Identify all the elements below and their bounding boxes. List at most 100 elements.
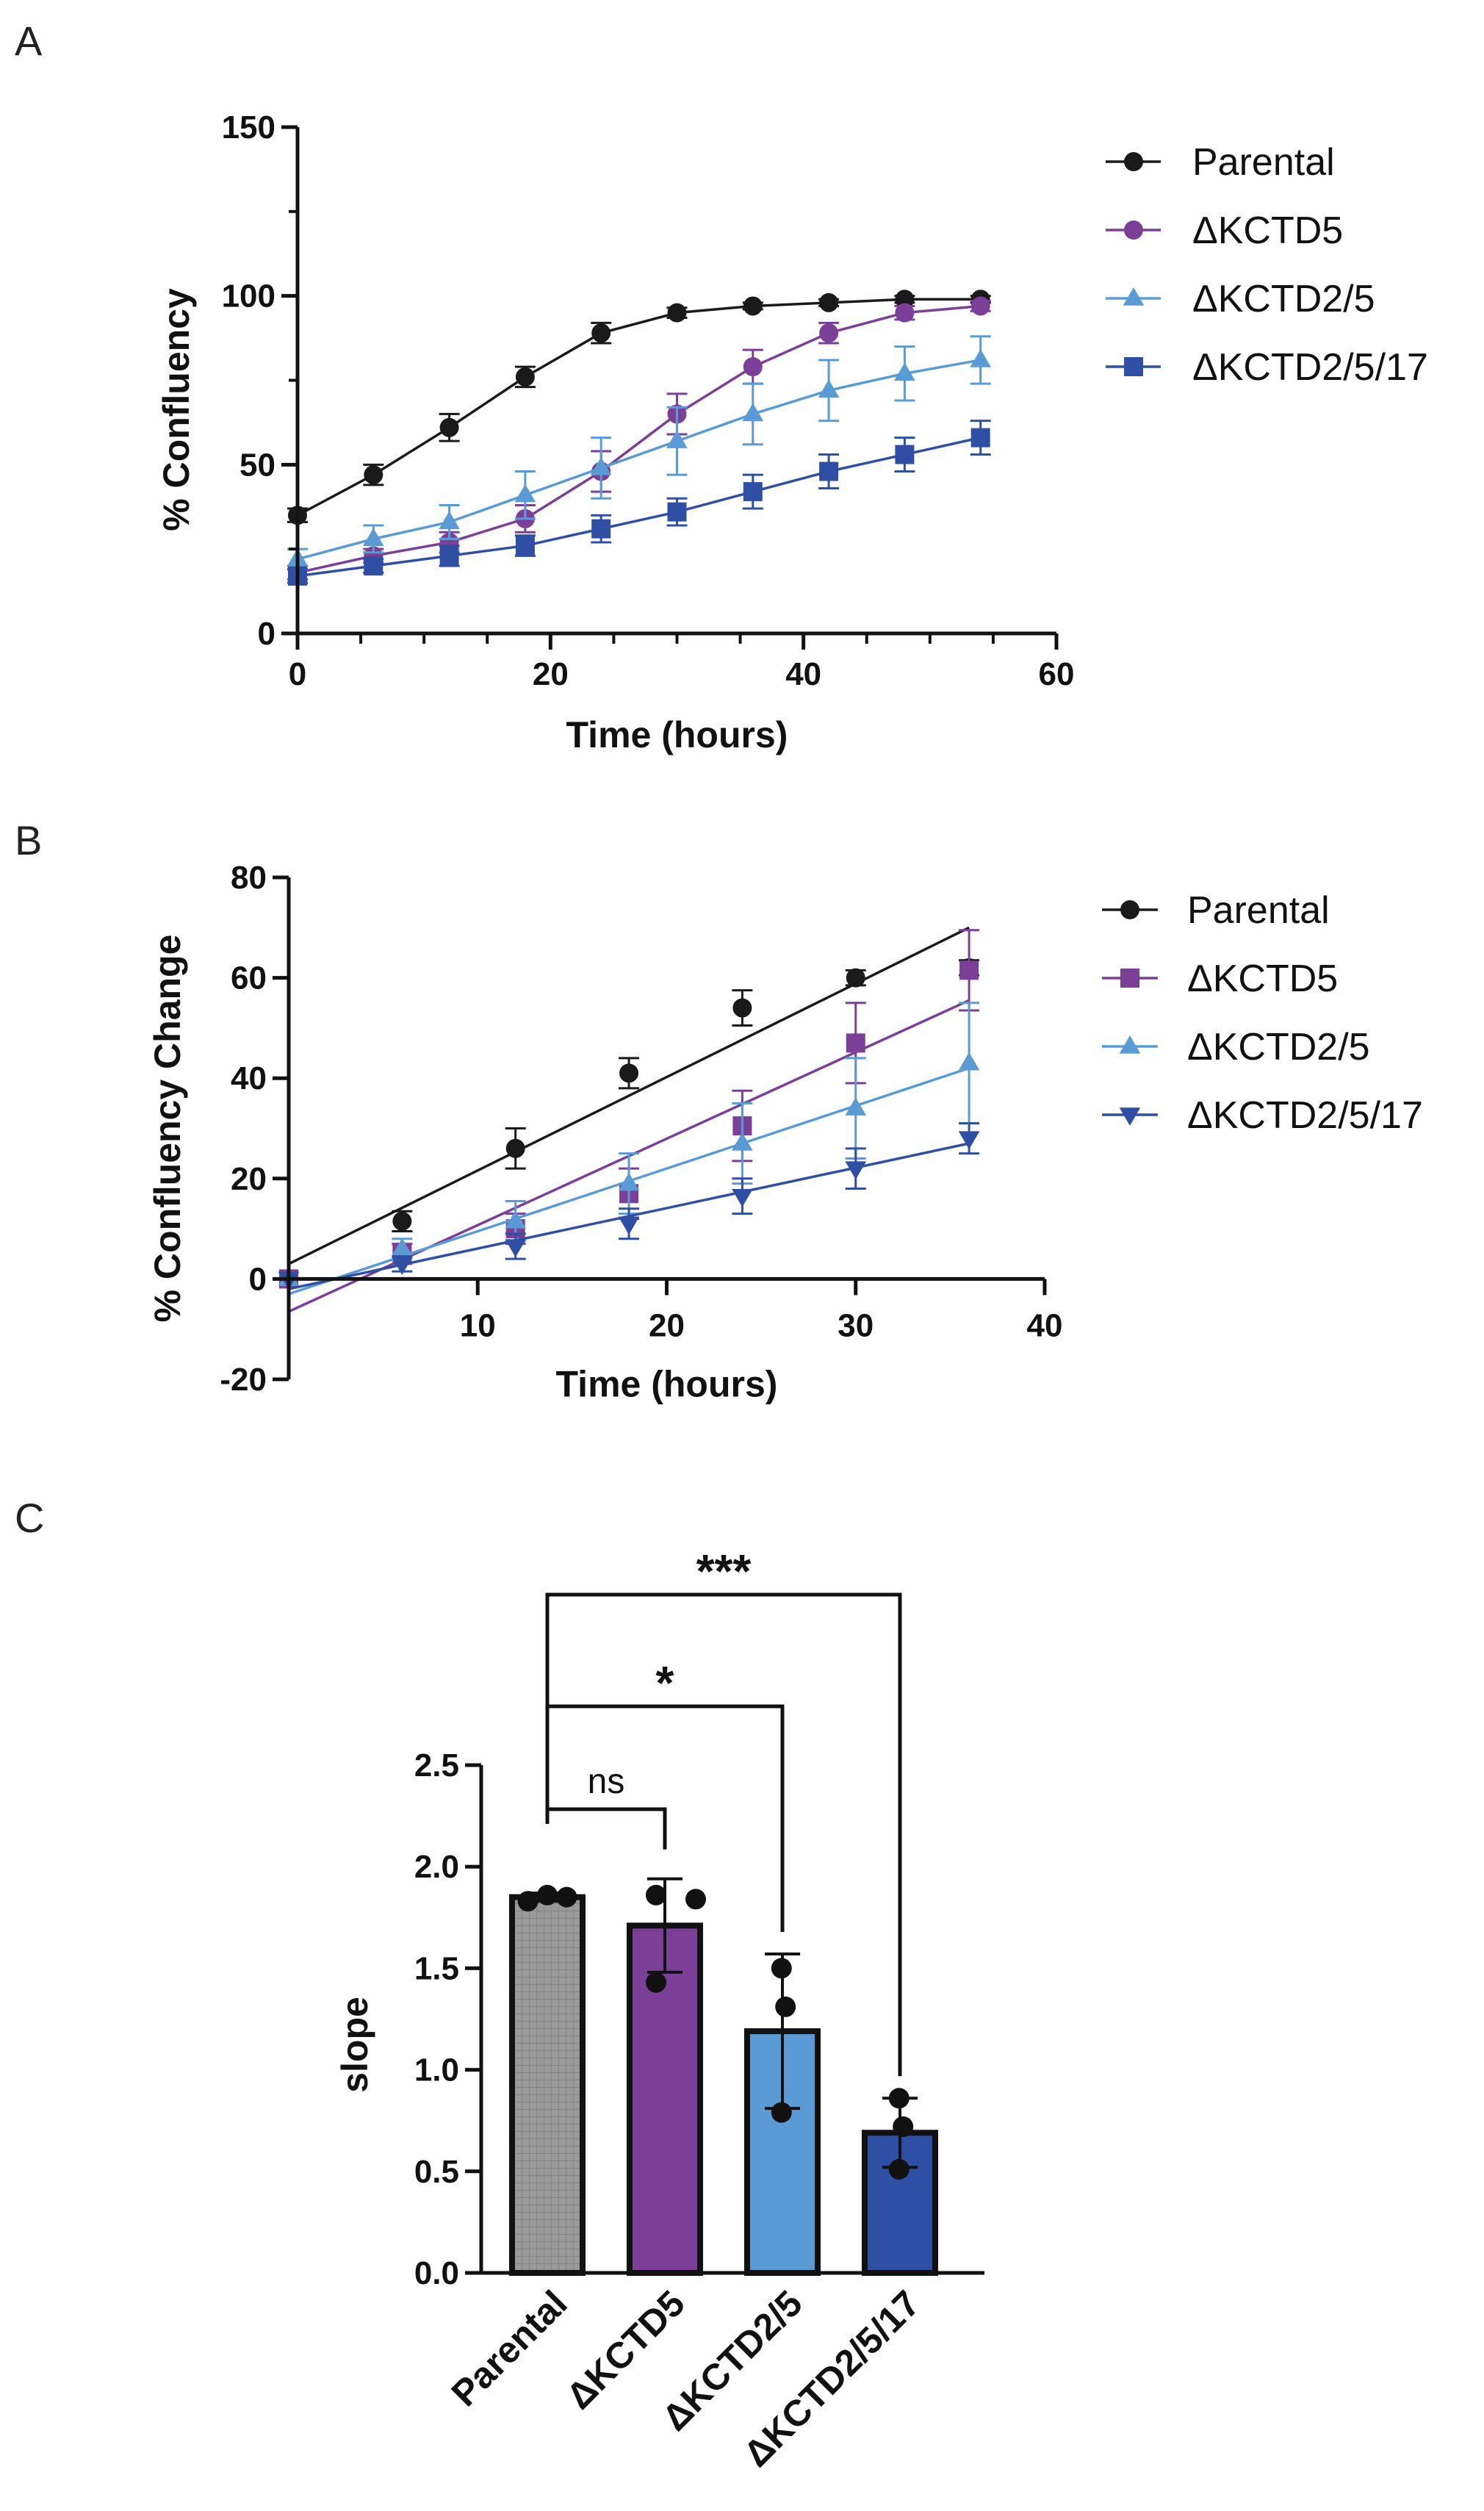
panel-a-point-parental <box>819 292 839 312</box>
panel-c-data-point <box>888 2088 910 2109</box>
panel-a-x-tick-label: 20 <box>533 656 569 692</box>
panel-a-point-kctd5 <box>743 357 763 377</box>
panel-b-series-kctd5 <box>279 929 980 1313</box>
panel-b-point-kctd2517 <box>505 1239 526 1257</box>
significance-label: ns <box>588 1762 625 1801</box>
panel-b-y-tick-label: -20 <box>220 1362 267 1398</box>
panel-a-point-kctd2517 <box>895 445 915 464</box>
panel-a-point-kctd25 <box>970 348 991 367</box>
panel-b-series-kctd25 <box>278 1002 980 1296</box>
panel-a-x-axis-title: Time (hours) <box>566 714 788 755</box>
panel-b-point-kctd2517 <box>958 1131 980 1150</box>
panel-a-point-kctd2517 <box>515 536 535 556</box>
panel-b-legend-item-kctd25: ΔKCTD2/5 <box>1102 1026 1370 1068</box>
panel-b-x-axis-title: Time (hours) <box>556 1363 778 1404</box>
panel-b-x-tick-label: 40 <box>1027 1307 1063 1343</box>
panel-a-point-kctd25 <box>894 362 915 381</box>
panel-b-point-parental <box>846 968 865 988</box>
legend-marker <box>1124 220 1143 240</box>
panel-a-x-tick-label: 0 <box>289 656 306 692</box>
panel-c-bar-group-0: Parental <box>444 1884 586 2414</box>
panel-c-data-point <box>771 1958 792 1979</box>
panel-a-line-parental <box>297 298 981 517</box>
panel-b-point-parental <box>392 1211 412 1231</box>
panel-b-y-tick-label: 60 <box>231 960 267 996</box>
panel-a-point-kctd25 <box>514 484 536 503</box>
panel-b-series-kctd2517 <box>278 1122 980 1290</box>
legend-label: ΔKCTD2/5/17 <box>1187 1094 1423 1137</box>
panel-c-significance-bracket-2: *** <box>545 1545 902 2077</box>
panel-b-point-kctd5 <box>959 960 979 980</box>
panel-a-y-tick-label: 150 <box>222 109 275 146</box>
legend-marker <box>1119 1035 1141 1054</box>
panel-a-point-kctd25 <box>439 511 460 530</box>
panel-a-x-tick-label: 40 <box>785 656 821 692</box>
significance-label: *** <box>696 1545 752 1598</box>
panel-a-series-parental <box>287 290 991 525</box>
panel-b-point-kctd25 <box>958 1052 980 1071</box>
panel-a-point-parental <box>895 290 915 309</box>
panel-a-point-kctd25 <box>666 430 688 448</box>
legend-marker <box>1124 357 1143 376</box>
panel-a-y-tick-label: 0 <box>258 616 275 652</box>
panel-a-point-parental <box>743 296 763 316</box>
panel-c-y-tick-label: 1.5 <box>414 1950 459 1986</box>
panel-a-point-parental <box>439 417 459 437</box>
panel-c-data-point <box>771 2102 792 2123</box>
legend-label: Parental <box>1187 889 1330 932</box>
panel-b-point-parental <box>505 1138 525 1158</box>
panel-a-line-kctd25 <box>297 359 981 561</box>
panel-c-data-point <box>888 2159 910 2180</box>
panel-c-y-tick-label: 1.0 <box>414 2052 459 2088</box>
panel-a-y-tick-label: 50 <box>239 447 275 483</box>
legend-label: ΔKCTD5 <box>1187 958 1338 1000</box>
panel-b-point-kctd25 <box>845 1097 867 1116</box>
legend-label: ΔKCTD2/5 <box>1187 1026 1370 1068</box>
panel-a-point-kctd25 <box>742 403 764 422</box>
legend-marker <box>1124 152 1143 171</box>
panel-b-point-parental <box>619 1063 639 1083</box>
legend-marker <box>1119 1107 1141 1126</box>
panel-a-point-parental <box>591 323 611 343</box>
panel-c-y-tick-label: 2.0 <box>414 1849 459 1885</box>
panel-a-line-kctd2517 <box>297 436 981 578</box>
panel-a-point-parental <box>515 367 535 387</box>
panel-b-point-kctd2517 <box>732 1188 753 1207</box>
panel-a-point-parental <box>667 303 687 323</box>
legend-label: ΔKCTD5 <box>1192 209 1343 252</box>
panel-b-y-axis-title: % Confluency Change <box>147 935 188 1323</box>
panel-a-y-tick-label: 100 <box>222 279 275 315</box>
panel-label-c: C <box>15 1495 44 1541</box>
panel-c-y-tick-label: 0.0 <box>414 2255 459 2291</box>
panel-a-legend-item-kctd2517: ΔKCTD2/5/17 <box>1106 346 1428 389</box>
panel-c-data-point <box>775 1996 796 2017</box>
panel-a-point-kctd2517 <box>819 461 839 481</box>
panel-a-legend-item-kctd5: ΔKCTD5 <box>1106 209 1343 252</box>
panel-a-point-kctd5 <box>819 323 839 343</box>
panel-a-point-kctd5 <box>895 303 915 323</box>
panel-c-data-point <box>556 1886 577 1908</box>
panel-c-significance-bracket-0: ns <box>545 1762 667 1850</box>
panel-c-data-point <box>646 1972 666 1993</box>
panel-c-bar-parental_bar <box>509 1894 586 2276</box>
significance-label: * <box>656 1656 674 1709</box>
panel-b-point-kctd25 <box>505 1210 526 1229</box>
panel-c-data-point <box>517 1891 539 1912</box>
panel-b-y-tick-label: 20 <box>231 1161 267 1197</box>
panel-a-x-tick-label: 60 <box>1039 656 1075 692</box>
panel-b-point-kctd5 <box>846 1033 865 1053</box>
panel-c-y-axis-title: slope <box>334 1997 375 2093</box>
panel-b-x-tick-label: 30 <box>838 1307 874 1343</box>
panel-a-line-kctd5 <box>297 304 981 575</box>
panel-a-series-kctd25 <box>287 335 991 571</box>
panel-b-legend-item-kctd2517: ΔKCTD2/5/17 <box>1102 1094 1423 1137</box>
panel-a-point-kctd2517 <box>439 546 459 566</box>
significance-line <box>545 1592 902 2077</box>
legend-label: ΔKCTD2/5/17 <box>1192 346 1428 389</box>
panel-b-y-tick-label: 80 <box>231 860 267 896</box>
legend-label: Parental <box>1192 141 1335 184</box>
panel-a-y-axis-title: % Confluency <box>156 288 197 531</box>
panel-b-point-kctd25 <box>732 1132 753 1151</box>
